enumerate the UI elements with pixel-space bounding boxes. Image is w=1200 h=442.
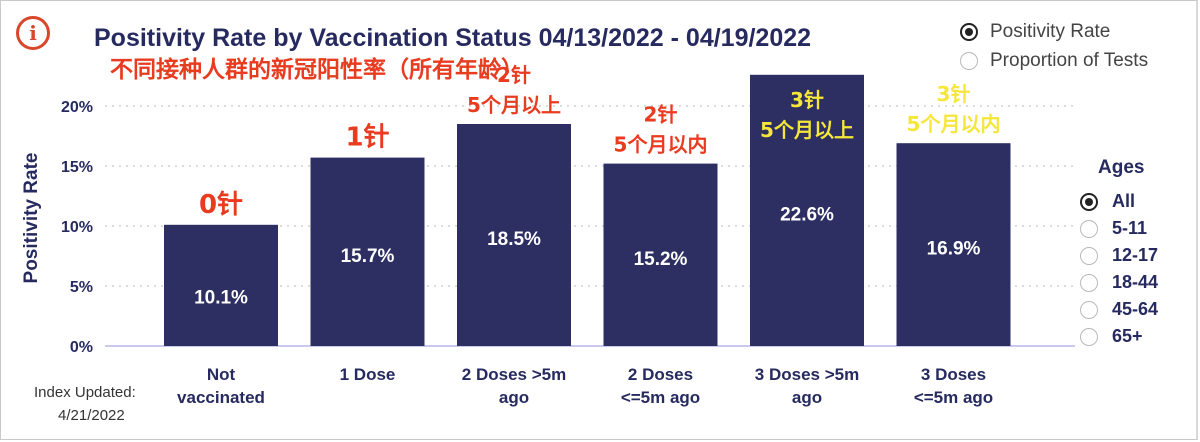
index-updated-date: 4/21/2022 — [58, 407, 125, 424]
radio-button[interactable] — [960, 52, 978, 70]
radio-button[interactable] — [1080, 246, 1098, 265]
index-updated-label: Index Updated: — [34, 384, 136, 401]
info-icon[interactable]: i — [16, 16, 50, 50]
ages-filter-title: Ages — [1098, 157, 1145, 178]
metric-option-label: Proportion of Tests — [990, 50, 1149, 71]
radio-button[interactable] — [1080, 192, 1098, 211]
age-option-label: 45-64 — [1112, 299, 1159, 319]
age-option-5-11[interactable]: 5-11 — [1080, 218, 1147, 239]
chart-subtitle: 不同接种人群的新冠阳性率（所有年龄） — [110, 57, 524, 83]
age-option-label: 18-44 — [1112, 272, 1159, 292]
age-option-label: 5-11 — [1112, 218, 1148, 238]
radio-button[interactable] — [1080, 327, 1098, 346]
metric-option-positivity-rate[interactable]: Positivity Rate — [960, 21, 1110, 43]
age-option-45-64[interactable]: 45-64 — [1080, 299, 1158, 320]
metric-option-label: Positivity Rate — [990, 21, 1111, 42]
age-option-label: 65+ — [1112, 326, 1143, 346]
age-option-all[interactable]: All — [1080, 191, 1135, 212]
radio-button[interactable] — [1080, 300, 1098, 319]
age-option-label: All — [1112, 191, 1136, 211]
age-option-label: 12-17 — [1112, 245, 1159, 265]
radio-button[interactable] — [1080, 219, 1098, 238]
age-option-18-44[interactable]: 18-44 — [1080, 272, 1158, 293]
metric-option-proportion-of-tests[interactable]: Proportion of Tests — [960, 50, 1148, 72]
age-option-65-plus[interactable]: 65+ — [1080, 326, 1143, 347]
age-option-12-17[interactable]: 12-17 — [1080, 245, 1158, 266]
chart-title: Positivity Rate by Vaccination Status 04… — [94, 24, 812, 52]
radio-button[interactable] — [1080, 273, 1098, 292]
radio-button[interactable] — [960, 23, 978, 41]
